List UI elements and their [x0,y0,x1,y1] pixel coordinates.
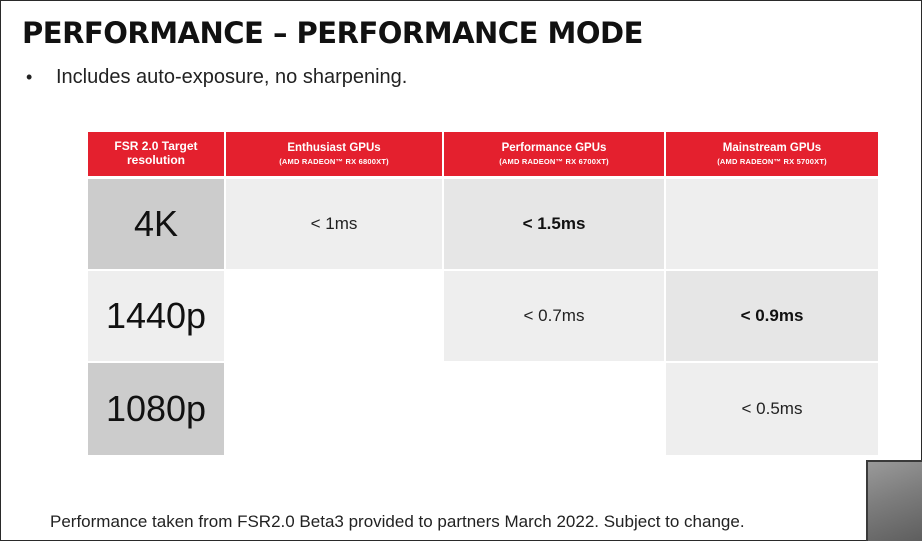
webcam-overlay [866,460,922,541]
cell-1080p-performance [444,363,664,455]
header-performance-title: Performance GPUs [501,141,607,154]
cell-1440p-performance: < 0.7ms [444,271,664,361]
cell-1080p-enthusiast [226,363,442,455]
cell-4k-performance: < 1.5ms [444,179,664,269]
footer-note: Performance taken from FSR2.0 Beta3 prov… [50,512,745,531]
header-mainstream-sub: (AMD RADEON™ RX 5700XT) [717,156,827,166]
cell-1080p-mainstream: < 0.5ms [666,363,878,455]
cell-1440p-mainstream: < 0.9ms [666,271,878,361]
bullet-icon: • [26,67,33,87]
header-performance: Performance GPUs (AMD RADEON™ RX 6700XT) [444,132,664,176]
header-enthusiast: Enthusiast GPUs (AMD RADEON™ RX 6800XT) [226,132,442,176]
cell-4k-enthusiast: < 1ms [226,179,442,269]
header-mainstream: Mainstream GPUs (AMD RADEON™ RX 5700XT) [666,132,878,176]
header-enthusiast-sub: (AMD RADEON™ RX 6800XT) [279,156,389,166]
header-mainstream-title: Mainstream GPUs [722,141,822,154]
bullet-text: Includes auto-exposure, no sharpening. [56,66,408,88]
cell-1440p-enthusiast [226,271,442,361]
cell-4k-mainstream [666,179,878,269]
row-label-1440p: 1440p [88,271,224,361]
bullet-item: • Includes auto-exposure, no sharpening. [26,66,407,89]
header-performance-sub: (AMD RADEON™ RX 6700XT) [499,156,609,166]
header-target-resolution: FSR 2.0 Target resolution [88,132,224,176]
slide-title: PERFORMANCE – PERFORMANCE MODE [22,16,643,50]
row-label-4k: 4K [88,179,224,269]
header-enthusiast-title: Enthusiast GPUs [287,141,381,154]
row-label-1080p: 1080p [88,363,224,455]
header-target-resolution-label: FSR 2.0 Target resolution [114,139,198,167]
